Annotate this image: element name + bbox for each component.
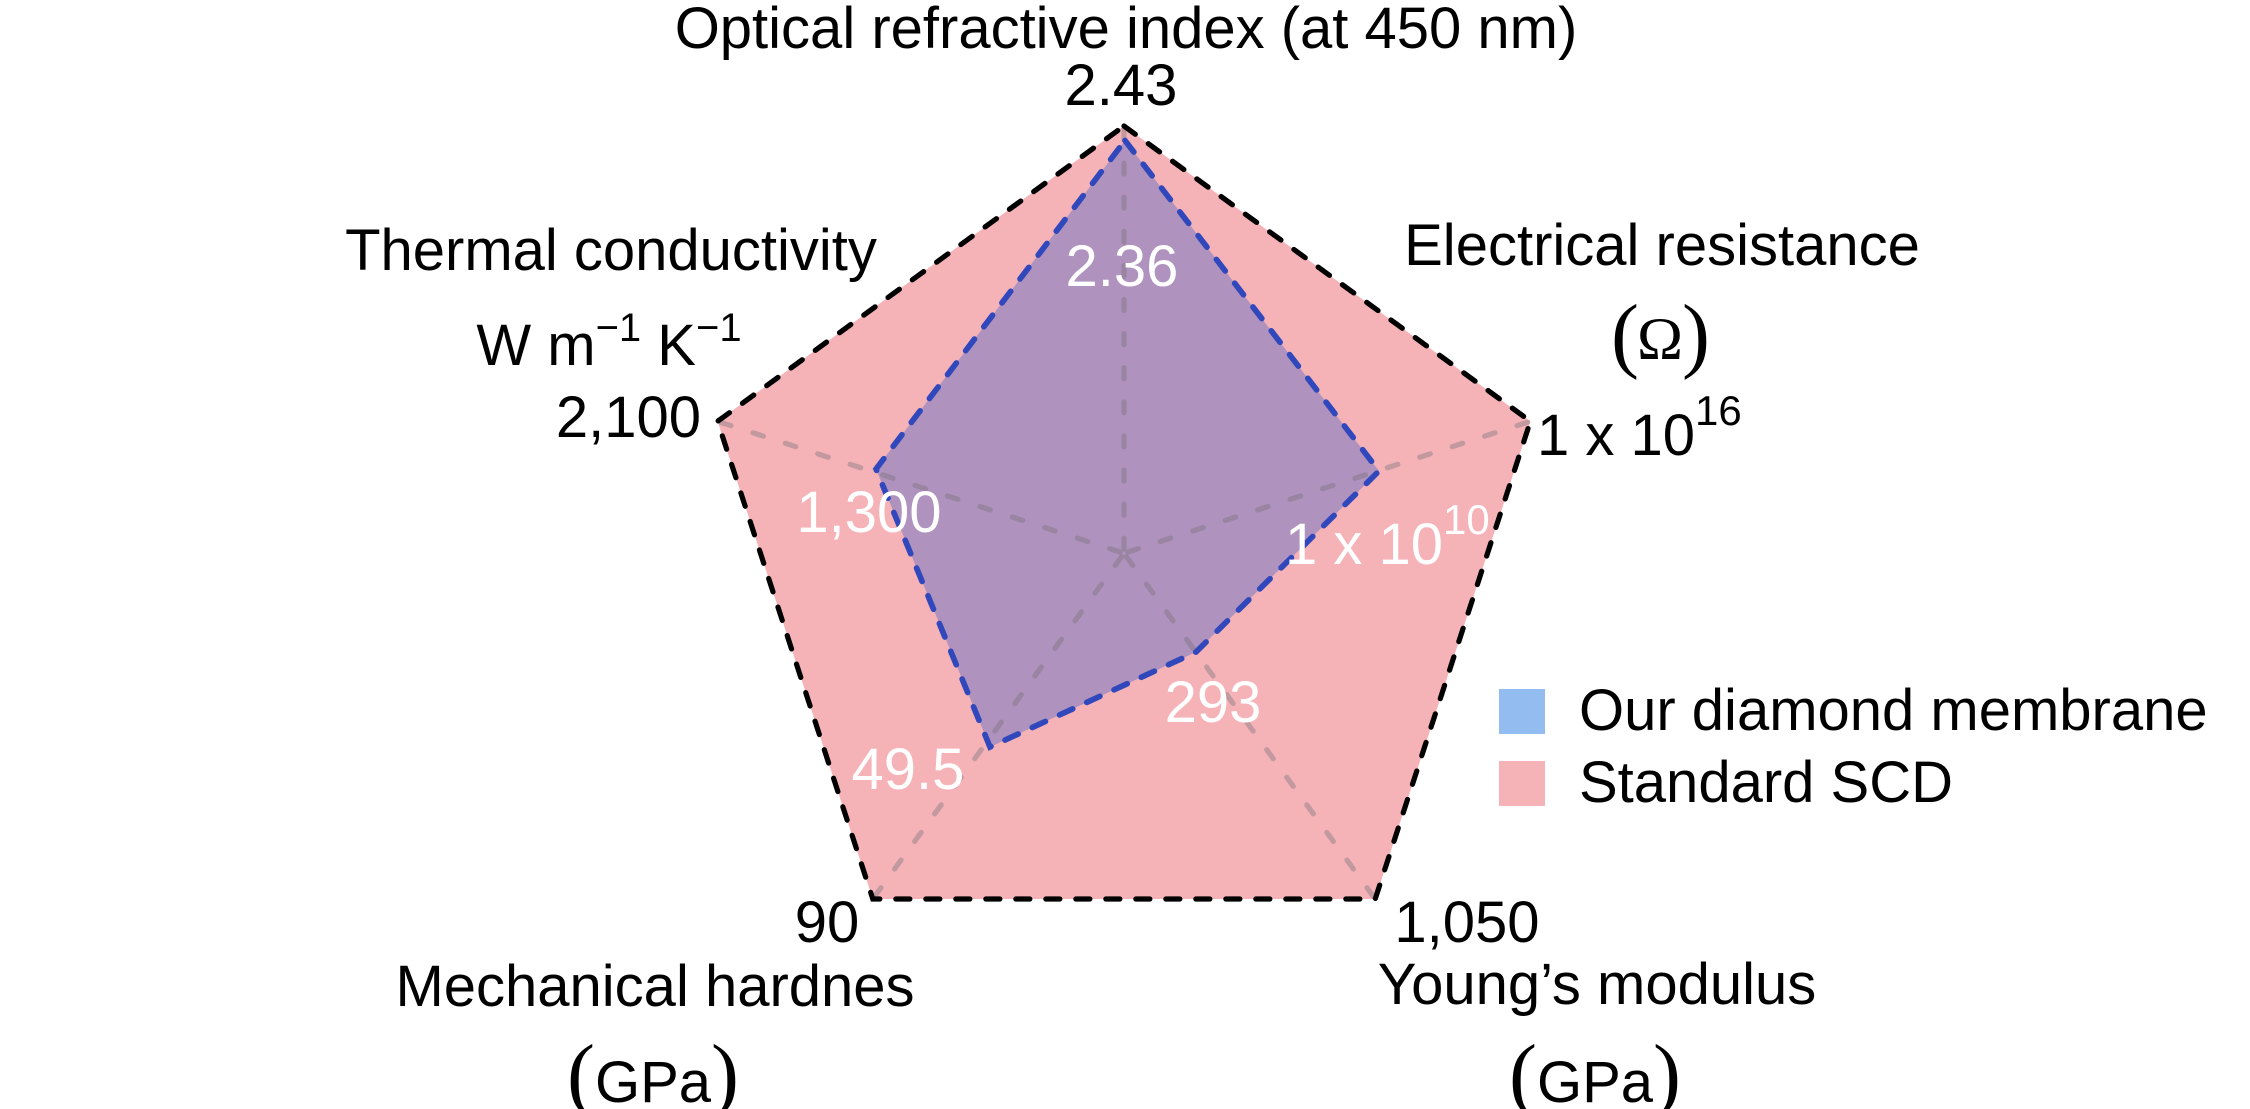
svg-text:49.5: 49.5	[852, 737, 965, 802]
svg-text:Mechanical hardnes: Mechanical hardnes	[395, 954, 914, 1019]
svg-text:1,300: 1,300	[796, 480, 941, 545]
svg-text:Standard SCD: Standard SCD	[1579, 750, 1953, 815]
svg-text:2.36: 2.36	[1066, 234, 1179, 299]
svg-text:Electrical resistance: Electrical resistance	[1404, 213, 1920, 278]
svg-text:2,100: 2,100	[556, 385, 701, 450]
svg-text:90: 90	[795, 890, 860, 955]
svg-text:2.43: 2.43	[1065, 53, 1178, 118]
svg-text:Thermal conductivity: Thermal conductivity	[345, 218, 877, 283]
svg-text:(GPa): (GPa)	[567, 1028, 739, 1109]
svg-text:293: 293	[1165, 670, 1262, 735]
svg-text:Optical refractive index (at 4: Optical refractive index (at 450 nm)	[675, 0, 1578, 61]
svg-text:1,050: 1,050	[1394, 890, 1539, 955]
svg-text:(GPa): (GPa)	[1509, 1028, 1681, 1109]
svg-text:): )	[1682, 288, 1710, 381]
svg-text:Ω: Ω	[1637, 306, 1683, 372]
svg-text:Young’s modulus: Young’s modulus	[1378, 952, 1817, 1017]
svg-text:Our diamond membrane: Our diamond membrane	[1579, 678, 2208, 743]
svg-text:(: (	[1611, 288, 1639, 381]
